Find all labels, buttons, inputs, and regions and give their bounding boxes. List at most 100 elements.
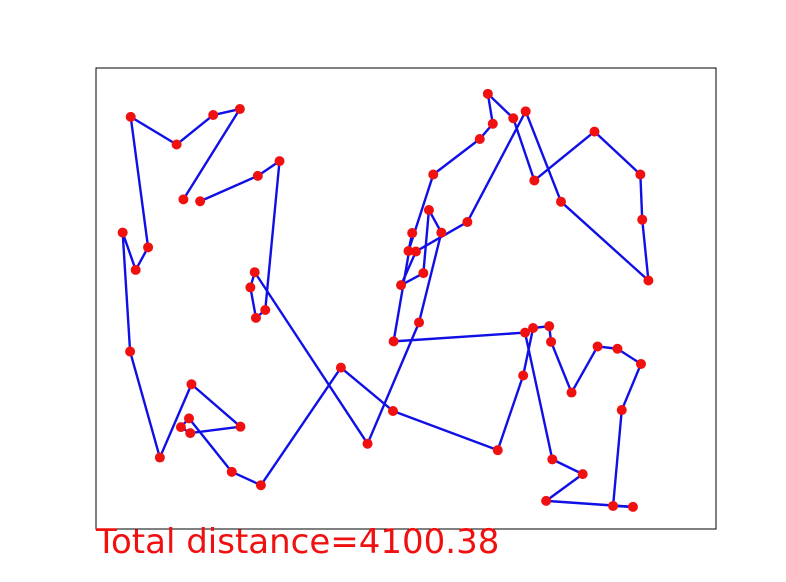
city-point [546, 336, 557, 347]
city-point [403, 246, 414, 257]
city-point [544, 321, 555, 332]
city-point [388, 336, 399, 347]
route-segment [512, 117, 536, 182]
route-segment [620, 362, 643, 412]
city-point [249, 267, 260, 278]
city-point [143, 242, 154, 253]
city-point [387, 405, 398, 416]
route-segment [391, 409, 499, 452]
city-point [528, 323, 539, 334]
route-segment [422, 208, 431, 275]
city-point [117, 227, 128, 238]
city-point [428, 169, 439, 180]
city-point [637, 214, 648, 225]
city-point [175, 422, 186, 433]
city-point [482, 88, 493, 99]
city-point [608, 500, 619, 511]
city-point [418, 268, 429, 279]
city-point [529, 175, 540, 186]
route-segment [230, 470, 263, 487]
route-segment [121, 231, 132, 353]
route-segment [158, 383, 193, 459]
route-segment [544, 472, 584, 503]
plot-frame [95, 67, 717, 530]
city-point [130, 264, 141, 275]
city-point [577, 469, 588, 480]
route-segment [392, 331, 527, 343]
city-point [547, 454, 558, 465]
city-point [185, 428, 196, 439]
route-segment [496, 374, 525, 452]
route-segment [523, 331, 554, 461]
city-point [184, 413, 194, 424]
route-segment [559, 200, 650, 282]
city-point [234, 104, 245, 115]
city-point [520, 327, 531, 338]
route-segment [521, 326, 535, 377]
city-point [235, 421, 246, 432]
city-point [335, 362, 346, 373]
route-segment [366, 321, 421, 445]
city-point [612, 343, 623, 354]
city-point [616, 405, 627, 416]
city-point [125, 111, 136, 122]
route-segment [611, 408, 623, 508]
city-point [186, 379, 197, 390]
route-segment [486, 92, 494, 125]
route-segment [175, 113, 215, 146]
city-point [171, 139, 182, 150]
city-point [635, 358, 646, 369]
city-point [245, 282, 256, 293]
route-segment [121, 231, 137, 272]
city-point [423, 204, 434, 215]
city-point [154, 452, 165, 463]
route-segment [339, 366, 395, 413]
route-segment [190, 383, 242, 428]
route-segment [551, 458, 584, 476]
city-point [414, 317, 425, 328]
route-segment [432, 137, 481, 176]
route-segment [407, 173, 435, 253]
city-point [518, 370, 529, 381]
city-point [226, 466, 237, 477]
city-point [410, 246, 421, 257]
city-point [627, 501, 638, 512]
city-point [250, 312, 261, 323]
city-point [125, 346, 136, 357]
city-point [635, 169, 646, 180]
city-point [436, 227, 447, 238]
route-segment [128, 350, 162, 459]
route-segment [259, 366, 343, 487]
city-point [487, 118, 498, 129]
city-point [520, 106, 531, 117]
city-point [589, 126, 600, 137]
route-segment [253, 271, 369, 445]
route-segment [641, 218, 650, 282]
city-point [362, 438, 373, 449]
city-point [274, 156, 285, 167]
city-points [117, 88, 654, 512]
route-segment [486, 92, 515, 120]
city-point [260, 305, 271, 316]
city-point [541, 495, 552, 506]
route-segment [187, 417, 233, 474]
city-point [255, 480, 266, 491]
route-segment [264, 159, 281, 312]
route-segment [198, 174, 260, 203]
city-point [592, 341, 603, 352]
city-point [556, 196, 566, 207]
route-segment [593, 130, 642, 176]
city-point [252, 170, 263, 181]
city-point [643, 275, 654, 286]
city-point [462, 216, 473, 227]
route-segment [249, 286, 258, 320]
city-point [396, 280, 407, 291]
city-point [208, 110, 219, 121]
city-point [474, 133, 485, 144]
route-segment [417, 231, 443, 324]
city-point [407, 228, 418, 239]
route-segment [549, 340, 573, 394]
city-point [508, 113, 519, 124]
route-segment [189, 425, 242, 435]
